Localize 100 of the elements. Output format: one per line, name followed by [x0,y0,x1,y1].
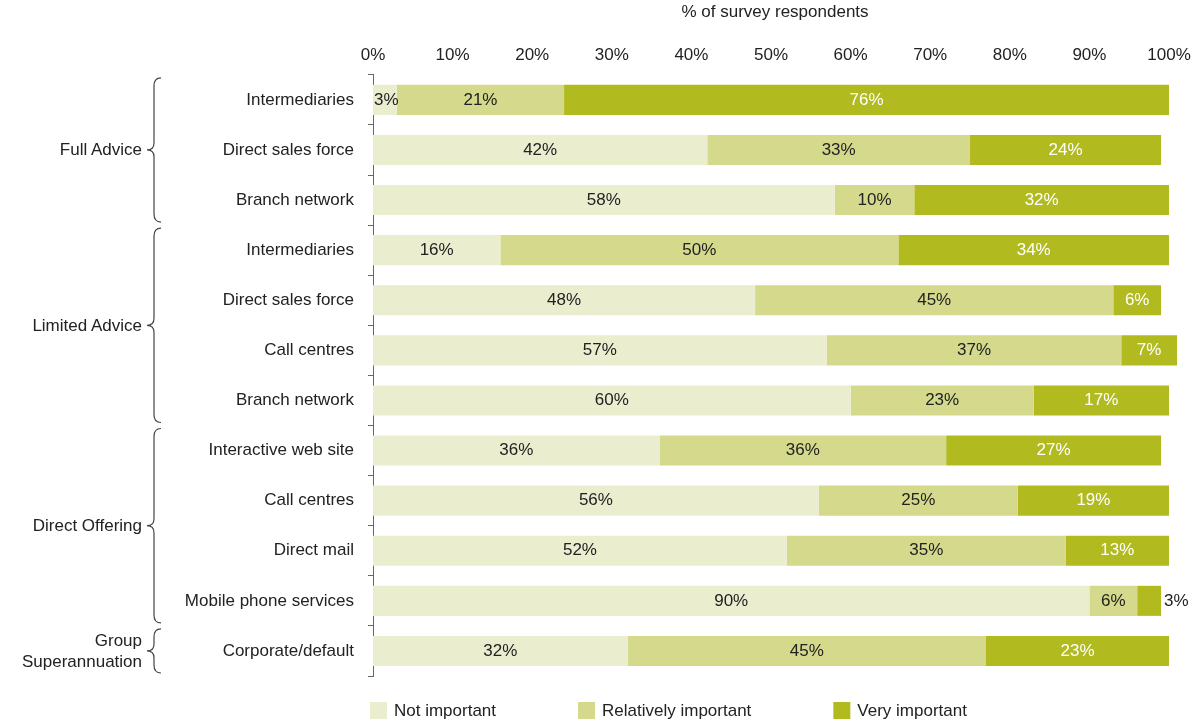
x-tick-label: 90% [1072,45,1107,65]
data-label: 50% [682,239,717,259]
legend-label: Very important [857,700,968,720]
bar [373,635,628,666]
bar [850,385,1034,416]
bar [970,134,1162,165]
y-tick-label: Intermediaries [246,239,354,259]
y-tick-label: Call centres [264,340,354,360]
data-label: 34% [1016,239,1051,259]
y-tick-label: Mobile phone services [184,590,354,610]
data-label: 23% [1060,640,1095,660]
x-tick-label: 0% [360,45,386,65]
bar [985,635,1170,666]
bar [373,485,819,516]
bar [373,335,827,366]
data-label: 32% [483,640,518,660]
text: Direct Offering [31,515,142,537]
bar [898,235,1170,266]
x-tick-label: 30% [594,45,629,65]
x-tick-label: 100% [1147,45,1191,65]
data-label: 25% [901,490,936,510]
legend-label: Relatively important [602,700,752,720]
bar [564,84,1170,115]
text: Full Advice [58,139,142,161]
data-label: 45% [789,640,824,660]
data-label: 56% [578,490,613,510]
text: Group Superannuation [20,629,142,672]
bar [786,535,1066,566]
bar [373,585,1090,616]
bar [373,235,501,266]
y-tick-label: Branch network [235,189,355,209]
x-tick-label: 10% [435,45,470,65]
data-label: 7% [1136,340,1162,360]
data-label: 37% [956,340,992,360]
data-label: 3% [374,89,399,109]
bar [396,84,565,115]
bar [500,235,899,266]
data-label: 90% [714,590,749,610]
data-label: 52% [562,540,597,560]
data-label: 6% [1101,590,1126,610]
data-label: 45% [917,289,952,309]
bar [1121,335,1177,366]
bar [914,185,1170,216]
data-label: 35% [909,540,944,560]
bar [1033,385,1170,416]
data-label: 57% [582,340,617,360]
data-label: 10% [857,189,892,209]
data-label: 42% [523,139,558,159]
y-tick-label: Interactive web site [208,440,354,460]
data-label: 27% [1036,440,1071,460]
data-label: 24% [1048,139,1083,159]
data-label: 60% [594,390,629,410]
bar [826,335,1122,366]
y-tick-label: Direct sales force [222,139,354,159]
bar [627,635,986,666]
y-tick-label: Intermediaries [246,89,354,109]
data-label: 3% [1164,590,1189,610]
bar [834,185,915,216]
bar [373,385,851,416]
x-axis-title: % of survey respondents [681,1,869,21]
data-label: 6% [1124,289,1150,309]
y-tick-label: Corporate/default [222,640,355,660]
data-label: 16% [419,239,454,259]
bar [373,535,787,566]
data-label: 36% [499,440,534,460]
x-tick-label: 70% [913,45,948,65]
data-label: 13% [1100,540,1135,560]
data-label: 17% [1084,390,1119,410]
data-label: 48% [547,289,582,309]
data-label: 36% [785,440,820,460]
data-label: 58% [586,189,621,209]
x-tick-label: 60% [833,45,868,65]
text: Limited Advice [31,314,142,336]
data-label: 19% [1076,490,1111,510]
y-tick-label: Branch network [235,390,355,410]
data-label: 32% [1024,189,1059,209]
bar [755,285,1114,316]
bar [373,285,756,316]
bar [659,435,947,466]
x-tick-label: 80% [992,45,1027,65]
y-tick-label: Call centres [264,490,354,510]
bar [373,134,708,165]
bar [1017,485,1170,516]
bar [1137,585,1162,616]
x-tick-label: 50% [754,45,789,65]
data-label: 23% [925,390,960,410]
bar [1065,535,1170,566]
bar [707,134,971,165]
legend-label: Not important [394,700,497,720]
y-tick-label: Direct mail [273,540,354,560]
x-tick-label: 20% [515,45,550,65]
data-label: 21% [463,89,498,109]
bar [946,435,1162,466]
x-tick-label: 40% [674,45,709,65]
bar [373,185,835,216]
data-label: 76% [849,89,884,109]
bar [818,485,1018,516]
data-label: 33% [821,139,856,159]
bar [373,435,660,466]
y-tick-label: Direct sales force [222,289,354,309]
